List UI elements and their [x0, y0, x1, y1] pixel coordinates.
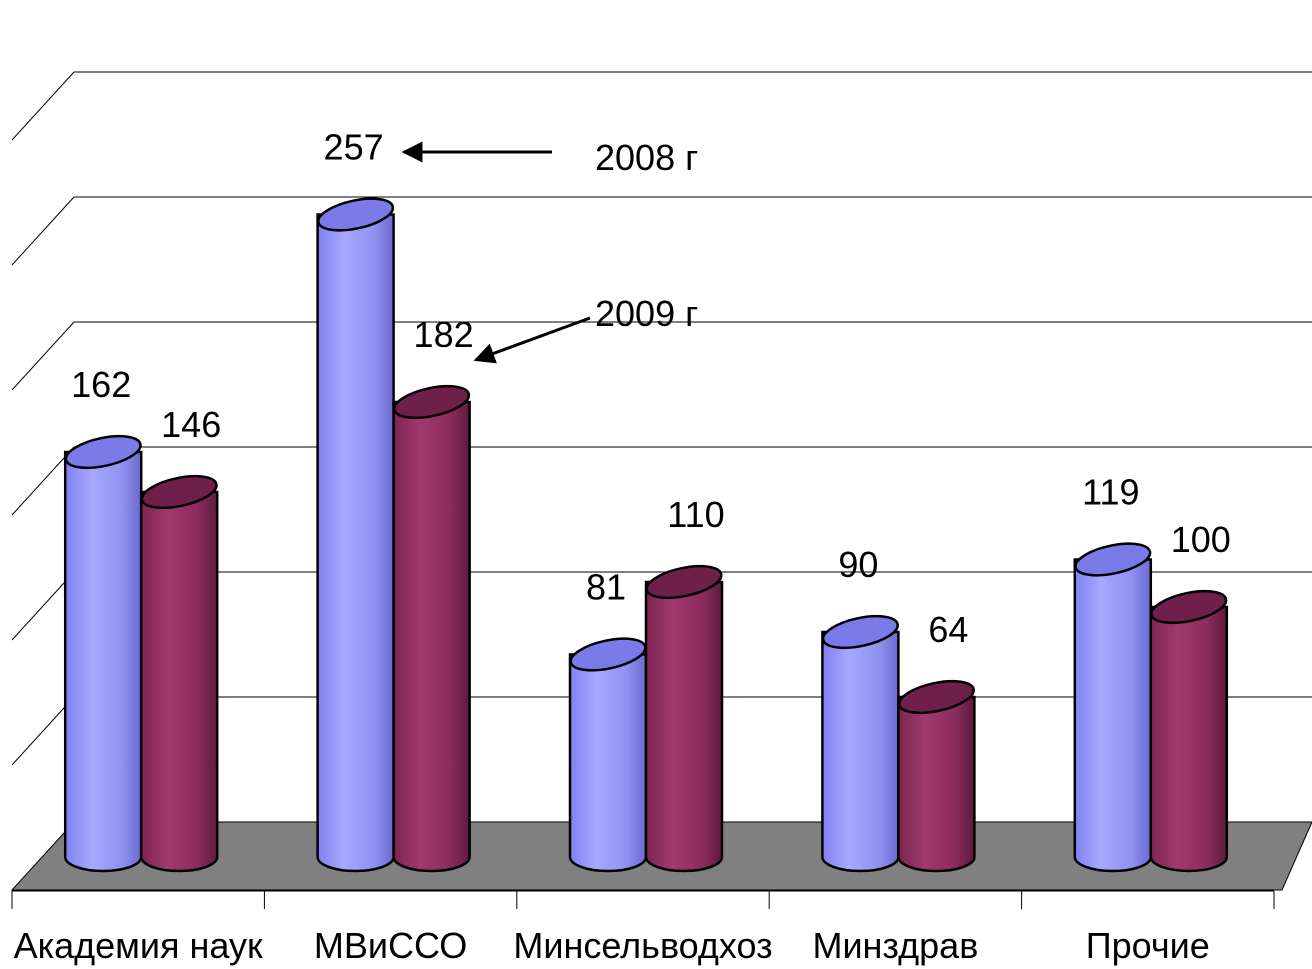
bar-top [317, 197, 395, 232]
data-label: 81 [586, 567, 626, 608]
bar-top [1074, 542, 1152, 577]
data-label: 119 [1082, 472, 1139, 513]
data-label: 257 [324, 127, 384, 168]
data-label: 90 [838, 544, 878, 585]
x-tick-label: Минсельводхоз [513, 925, 772, 966]
x-axis: Академия наук МВиССО Минсельводхоз Минздрав… [11, 890, 1275, 966]
bar-top [821, 614, 899, 650]
bar [139, 490, 219, 873]
x-tick-label: Минздрав [812, 925, 978, 966]
bar [821, 630, 900, 873]
bar [897, 695, 976, 873]
legend-arrow-2009 [473, 316, 591, 364]
gridline-depth [11, 571, 75, 641]
data-labels: 162 257 81 90 119 146 182 110 64 100 [71, 127, 1231, 651]
gridlines [11, 71, 1312, 766]
data-label: 146 [161, 404, 221, 445]
bar-top [393, 384, 471, 420]
legend-label-2009: 2009 г [595, 293, 698, 334]
bar [316, 213, 395, 873]
bar [63, 450, 143, 873]
gridline-depth [11, 321, 75, 391]
x-tick-label: Академия наук [14, 925, 263, 966]
gridline-depth [11, 71, 75, 141]
bar [1073, 558, 1153, 873]
data-label: 100 [1171, 519, 1231, 560]
gridline-depth [11, 446, 75, 516]
data-label: 162 [71, 364, 131, 405]
x-tick-label: МВиССО [314, 925, 467, 966]
bar [644, 580, 724, 873]
bar-top [897, 679, 975, 715]
bar [392, 400, 471, 873]
bar-top [1150, 589, 1228, 625]
bars [63, 197, 1229, 873]
bar-top [64, 434, 142, 470]
bar [568, 653, 648, 873]
data-label: 182 [414, 314, 474, 355]
legend-annotations: 2008 г 2009 г [401, 137, 698, 364]
x-tick-label: Прочие [1086, 925, 1210, 966]
bar-top [140, 474, 218, 510]
gridline-depth [11, 696, 75, 766]
bar-top [645, 564, 723, 600]
data-label: 110 [667, 494, 724, 535]
data-label: 64 [928, 609, 968, 650]
gridline-depth [11, 196, 75, 266]
bar [1149, 605, 1229, 873]
legend-label-2008: 2008 г [595, 137, 698, 178]
